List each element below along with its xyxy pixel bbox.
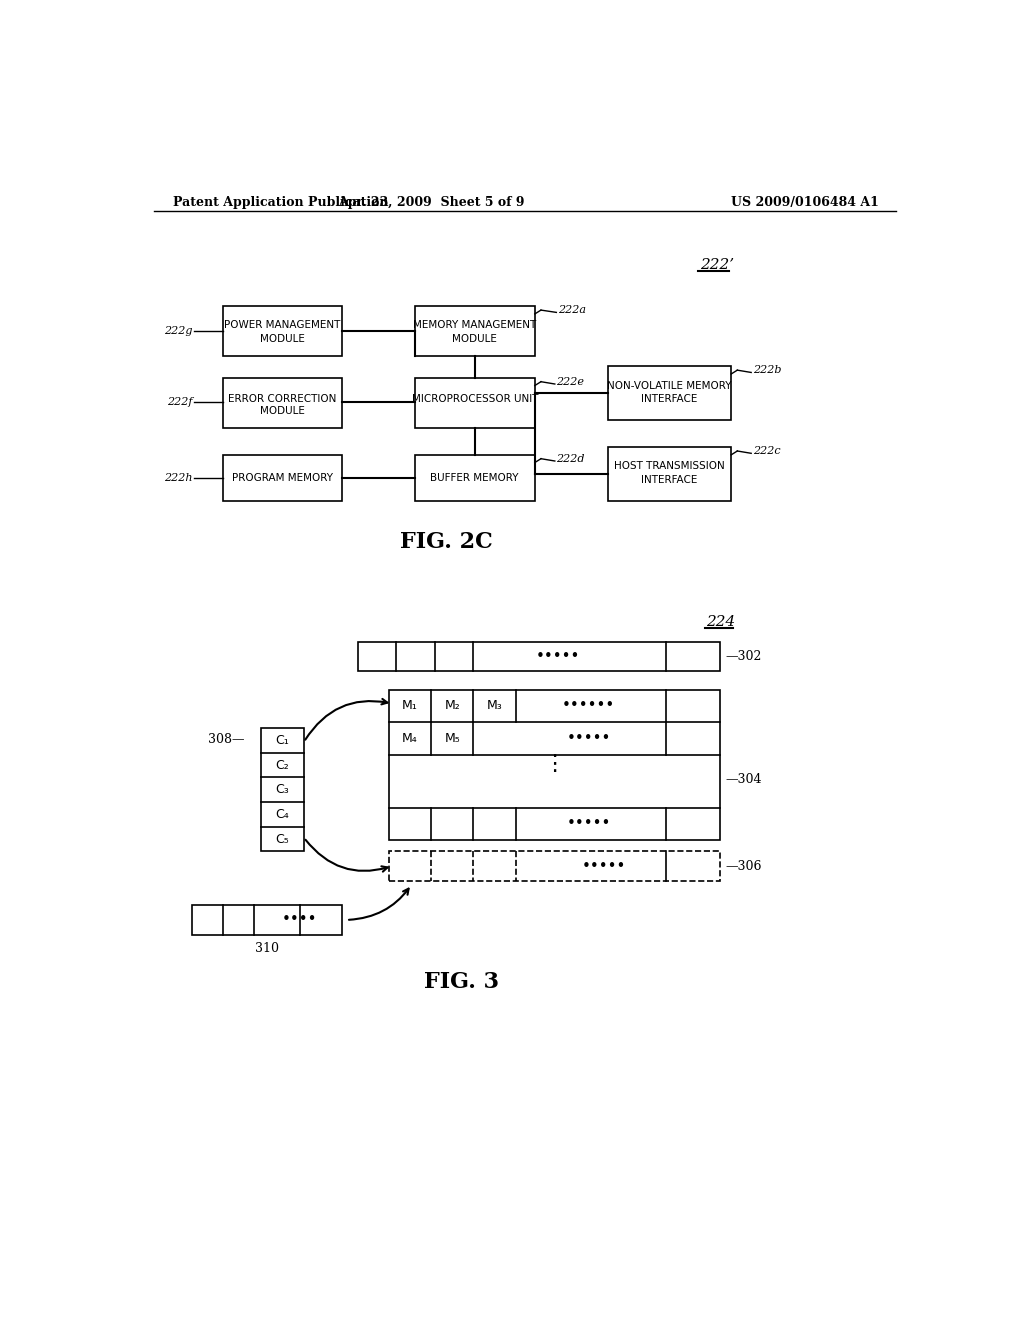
Text: —302: —302 (726, 649, 762, 663)
Text: INTERFACE: INTERFACE (641, 395, 697, 404)
Text: ••••••: •••••• (562, 698, 615, 713)
Text: •••••: ••••• (566, 731, 611, 746)
Text: ERROR CORRECTION: ERROR CORRECTION (228, 393, 337, 404)
Text: C₁: C₁ (275, 734, 289, 747)
Text: MICROPROCESSOR UNIT: MICROPROCESSOR UNIT (412, 393, 538, 404)
Bar (223, 378, 342, 428)
Text: •••••: ••••• (566, 816, 611, 832)
Text: MODULE: MODULE (453, 334, 498, 345)
Text: 222a: 222a (558, 305, 586, 315)
Bar (388, 851, 720, 880)
Text: MODULE: MODULE (260, 407, 305, 416)
Text: C₂: C₂ (275, 759, 289, 772)
Text: M₄: M₄ (402, 731, 418, 744)
Text: C₅: C₅ (275, 833, 289, 846)
Bar (388, 689, 720, 840)
Text: M₅: M₅ (444, 731, 461, 744)
Text: PROGRAM MEMORY: PROGRAM MEMORY (231, 473, 333, 483)
Text: INTERFACE: INTERFACE (641, 475, 697, 486)
Text: 222c: 222c (753, 446, 780, 455)
Text: 222e: 222e (556, 376, 585, 387)
Text: MEMORY MANAGEMENT: MEMORY MANAGEMENT (413, 321, 537, 330)
Text: 222f: 222f (167, 397, 193, 408)
Text: Patent Application Publication: Patent Application Publication (173, 195, 388, 209)
Text: Apr. 23, 2009  Sheet 5 of 9: Apr. 23, 2009 Sheet 5 of 9 (338, 195, 524, 209)
Bar (223, 455, 342, 502)
Text: 308—: 308— (208, 733, 245, 746)
Text: MODULE: MODULE (260, 334, 305, 345)
Text: 222b: 222b (753, 366, 781, 375)
Text: —304: —304 (726, 774, 762, 787)
Text: BUFFER MEMORY: BUFFER MEMORY (430, 473, 519, 483)
Text: M₁: M₁ (402, 700, 418, 713)
Text: —306: —306 (726, 859, 762, 873)
Text: 222d: 222d (556, 454, 585, 463)
Text: M₃: M₃ (486, 700, 503, 713)
Text: •••••: ••••• (582, 858, 627, 874)
Text: HOST TRANSMISSION: HOST TRANSMISSION (614, 462, 725, 471)
Text: US 2009/0106484 A1: US 2009/0106484 A1 (731, 195, 879, 209)
Bar (416, 455, 535, 502)
Text: C₃: C₃ (275, 783, 289, 796)
Text: FIG. 2C: FIG. 2C (400, 531, 493, 553)
Text: FIG. 3: FIG. 3 (424, 972, 499, 994)
Bar (193, 906, 342, 935)
Text: ⋮: ⋮ (543, 755, 565, 775)
Bar (608, 367, 731, 420)
Text: 310: 310 (255, 942, 279, 954)
Bar (223, 306, 342, 356)
Bar (416, 378, 535, 428)
Text: M₂: M₂ (444, 700, 461, 713)
Text: 224: 224 (707, 615, 736, 628)
Text: •••••: ••••• (536, 649, 581, 664)
Bar (357, 642, 720, 671)
Bar (608, 447, 731, 502)
Text: ••••: •••• (283, 912, 317, 928)
Text: POWER MANAGEMENT: POWER MANAGEMENT (224, 321, 340, 330)
Text: 222h: 222h (164, 473, 193, 483)
Text: C₄: C₄ (275, 808, 289, 821)
Bar (261, 729, 304, 851)
Text: 222’: 222’ (700, 257, 734, 272)
Text: 222g: 222g (164, 326, 193, 335)
Text: NON-VOLATILE MEMORY: NON-VOLATILE MEMORY (607, 380, 732, 391)
Bar (416, 306, 535, 356)
